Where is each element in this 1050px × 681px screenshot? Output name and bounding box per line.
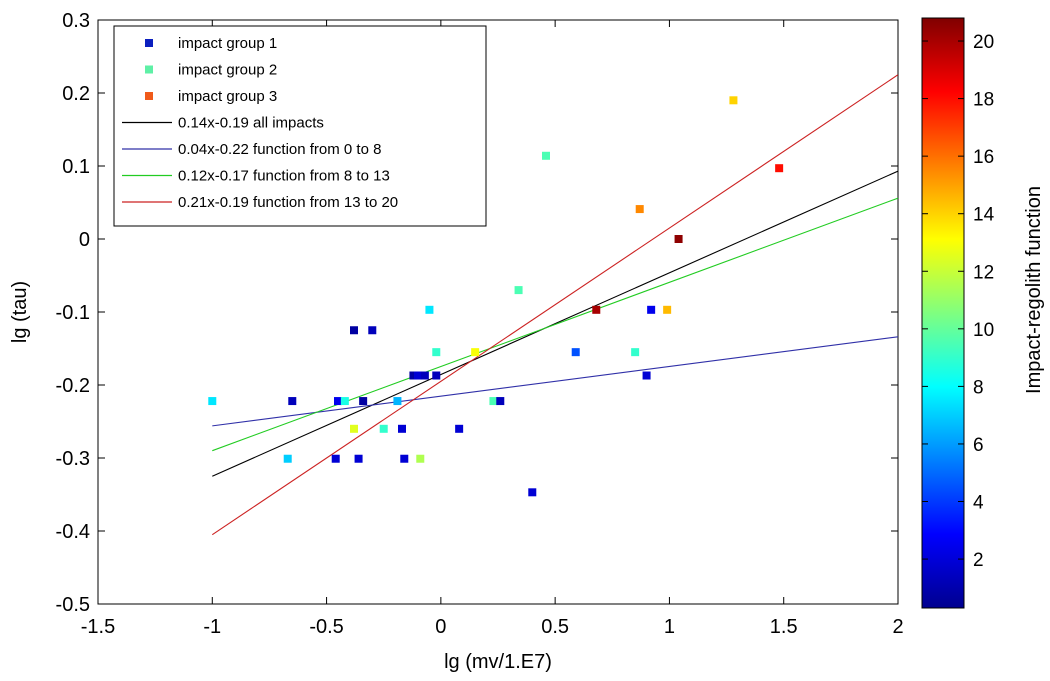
data-point	[592, 305, 601, 314]
legend-label: 0.04x-0.22 function from 0 to 8	[178, 141, 381, 158]
scatter-points	[208, 96, 784, 497]
colorbar-title: Impact-regolith function	[1023, 186, 1045, 394]
y-tick-label: -0.5	[56, 594, 90, 616]
x-tick-label: 1	[664, 616, 675, 638]
colorbar-tick-label: 6	[973, 435, 984, 456]
legend-label: impact group 3	[178, 88, 277, 105]
legend-label: 0.12x-0.17 function from 8 to 13	[178, 168, 390, 185]
colorbar-tick-label: 16	[973, 147, 994, 168]
data-point	[379, 424, 388, 433]
x-axis-title: lg (mv/1.E7)	[444, 651, 552, 673]
data-point	[432, 348, 441, 357]
colorbar-tick-label: 4	[973, 493, 984, 514]
data-point	[496, 397, 505, 406]
data-point	[571, 348, 580, 357]
data-point	[775, 164, 784, 173]
legend-marker	[145, 65, 153, 74]
data-point	[288, 397, 297, 406]
x-tick-label: -0.5	[309, 616, 343, 638]
colorbar-tick-label: 8	[973, 377, 984, 398]
colorbar-tick-label: 18	[973, 90, 994, 111]
legend-marker	[145, 92, 153, 100]
x-tick-label: 1.5	[770, 616, 798, 638]
y-tick-label: 0.2	[62, 83, 90, 105]
colorbar-tick-label: 10	[973, 320, 994, 341]
data-point	[393, 397, 402, 406]
data-point	[350, 424, 358, 433]
data-point	[414, 371, 422, 380]
data-point	[425, 305, 434, 314]
data-point	[416, 454, 425, 463]
data-point	[331, 454, 340, 463]
data-point	[635, 205, 644, 214]
legend: impact group 1 impact group 2 impact grou…	[113, 25, 487, 227]
data-point	[359, 397, 368, 406]
x-tick-label: 0.5	[541, 616, 569, 638]
legend-label: impact group 1	[178, 35, 277, 52]
colorbar-tick-label: 12	[973, 262, 994, 283]
colorbar: 2 4 6 8 10 12 14 16 18 20	[921, 17, 995, 609]
legend-label: impact group 2	[178, 62, 277, 79]
data-point	[528, 488, 537, 497]
data-point	[471, 348, 480, 357]
fit-lines	[211, 74, 898, 536]
data-point	[542, 151, 550, 160]
data-point	[350, 326, 358, 335]
data-point	[642, 371, 651, 380]
y-tick-label: -0.4	[56, 521, 90, 543]
x-tick-label: 2	[892, 616, 903, 638]
data-point	[368, 326, 377, 335]
y-tick-label: 0.3	[62, 10, 90, 32]
data-point	[647, 305, 656, 314]
legend-box	[113, 25, 487, 227]
data-point	[455, 424, 464, 433]
x-axis: -1.5 -1 -0.5 0 0.5 1 1.5 2	[81, 20, 904, 638]
data-point	[334, 397, 342, 406]
x-tick-label: 0	[435, 616, 446, 638]
fit-line-3	[212, 197, 898, 452]
data-point	[663, 305, 672, 314]
legend-label: 0.14x-0.19 all impacts	[178, 115, 324, 132]
colorbar-tick-label: 20	[973, 32, 994, 53]
x-tick-label: -1	[203, 616, 221, 638]
x-tick-label: -1.5	[81, 616, 115, 638]
data-point	[409, 371, 418, 380]
data-point	[631, 348, 640, 357]
y-tick-label: -0.1	[56, 302, 90, 324]
fit-line-2	[212, 336, 898, 427]
y-tick-label: -0.2	[56, 375, 90, 397]
y-tick-label: -0.3	[56, 448, 90, 470]
legend-marker	[145, 39, 153, 47]
data-point	[283, 454, 292, 463]
data-point	[340, 397, 349, 406]
colorbar-tick-label: 2	[973, 550, 984, 571]
fit-line-1	[212, 170, 898, 477]
legend-label: 0.21x-0.19 function from 13 to 20	[178, 194, 398, 211]
data-point	[208, 397, 217, 406]
data-point	[489, 397, 498, 406]
data-point	[398, 424, 406, 433]
y-axis-title: lg (tau)	[9, 281, 31, 343]
data-point	[354, 454, 363, 463]
y-axis: -0.5 -0.4 -0.3 -0.2 -0.1 0 0.1 0.2 0.3	[56, 10, 898, 616]
data-point	[729, 96, 738, 105]
data-point	[400, 454, 409, 463]
y-tick-label: 0	[79, 229, 90, 251]
colorbar-tick-label: 14	[973, 205, 995, 226]
colorbar-gradient	[921, 17, 965, 609]
data-point	[674, 235, 683, 243]
fit-line-4	[211, 74, 898, 536]
y-tick-label: 0.1	[62, 156, 90, 178]
data-point	[420, 371, 429, 380]
data-point	[432, 371, 441, 380]
data-point	[514, 286, 523, 295]
